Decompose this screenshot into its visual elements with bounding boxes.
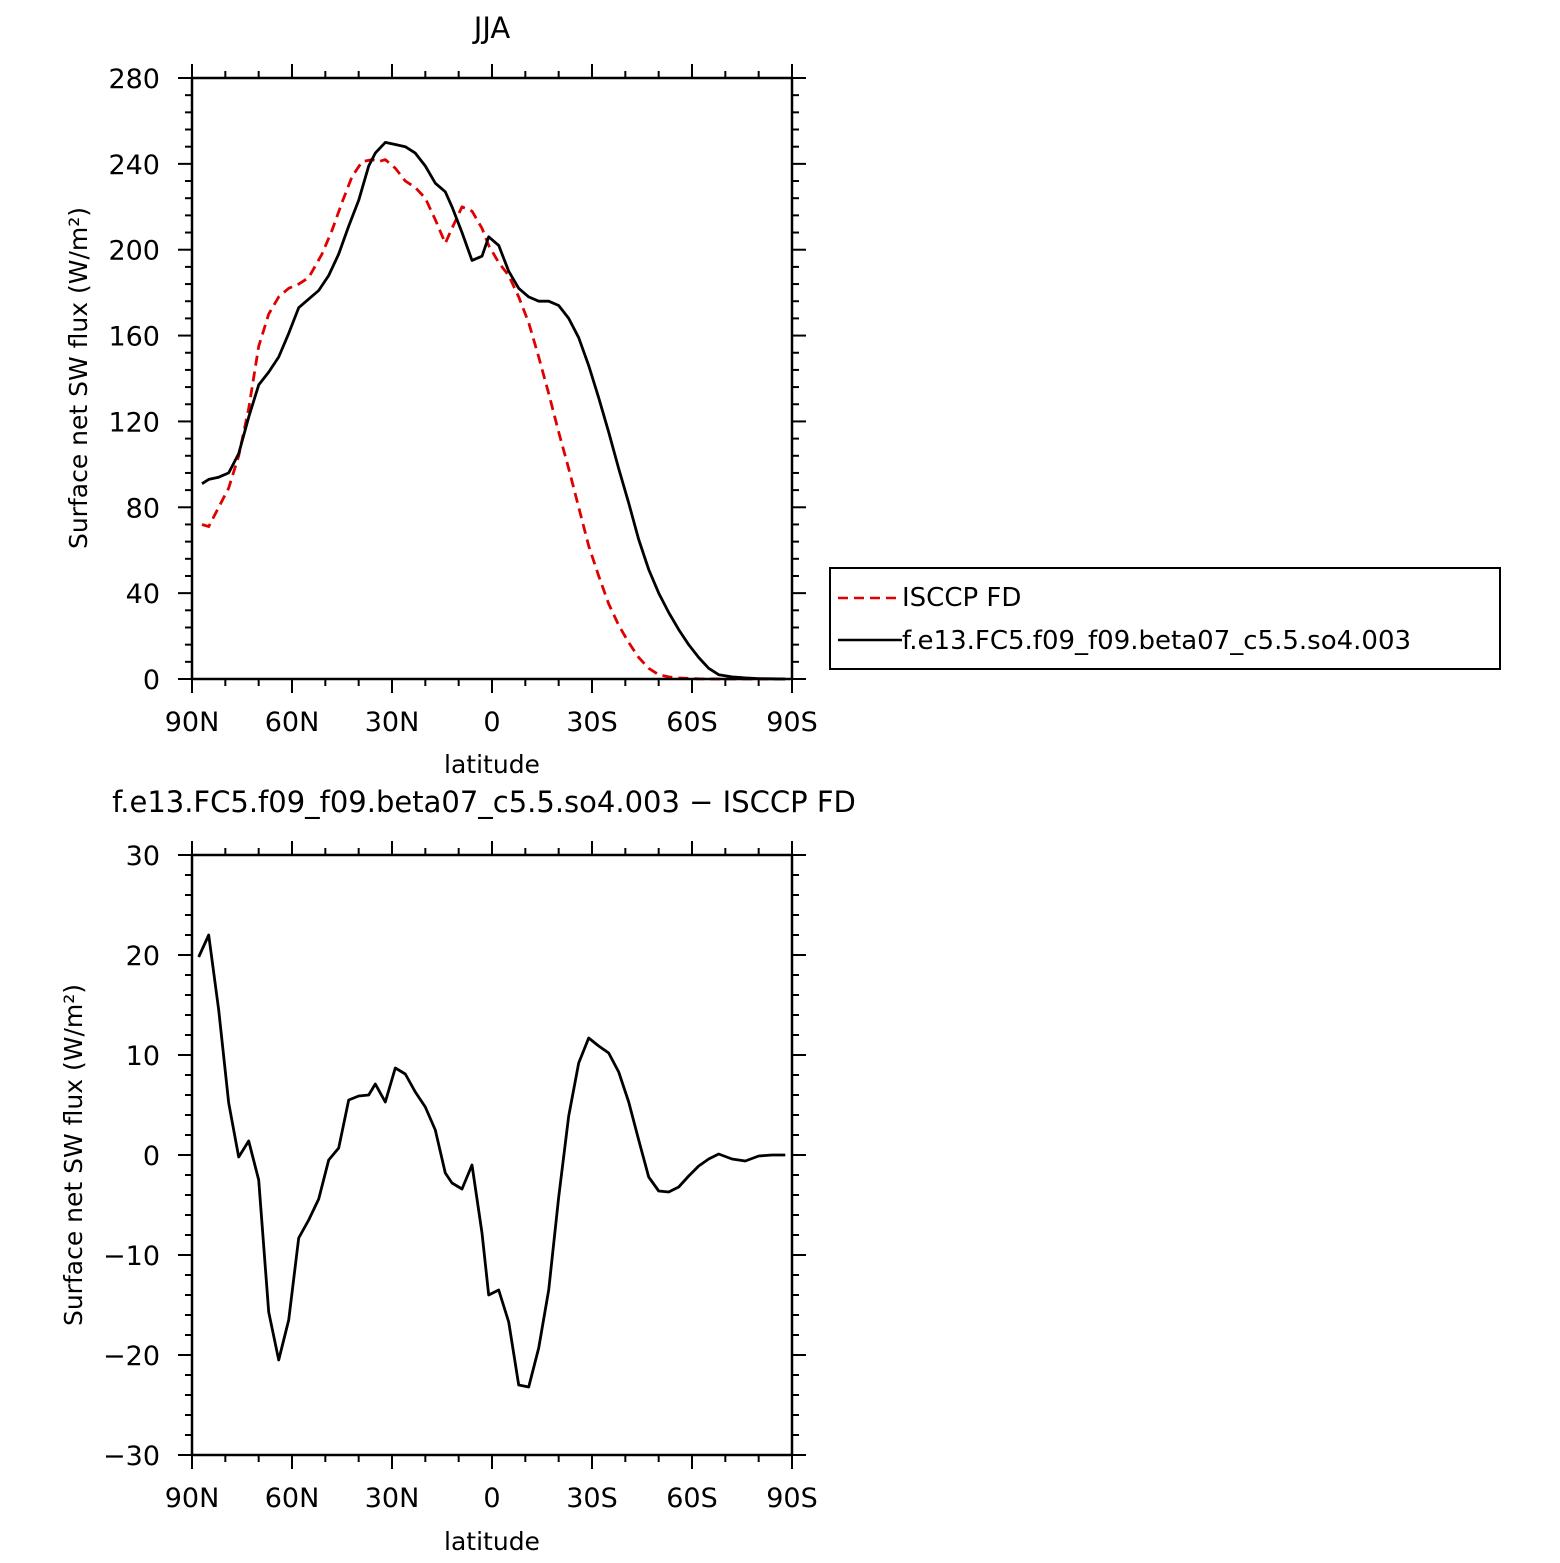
bottom-x-axis-label: latitude <box>444 1527 540 1556</box>
top-x-axis-label: latitude <box>444 750 540 779</box>
top-y-tick-label: 80 <box>126 493 160 524</box>
top-axis-ticks: 90N 60N 30N 0 30S 60S 90S 0 40 80 120 160 200 240 280 <box>108 64 818 738</box>
bottom-y-axis-label: Surface net SW flux (W/m²) <box>59 984 88 1326</box>
top-series-line-0 <box>201 158 786 681</box>
bottom-x-tick-label: 30N <box>365 1483 420 1514</box>
top-series-lines <box>201 140 786 681</box>
top-series-line-1 <box>201 140 786 681</box>
bottom-x-tick-label: 30S <box>566 1483 618 1514</box>
bottom-y-tick-label: −10 <box>103 1241 160 1272</box>
top-x-tick-label: 60S <box>666 707 718 738</box>
top-x-tick-label: 0 <box>483 707 500 738</box>
bottom-y-axis-label-text: Surface net SW flux (W/m²) <box>59 984 88 1326</box>
bottom-plot-frame <box>190 853 794 1457</box>
bottom-y-tick-label: 20 <box>126 941 160 972</box>
top-y-axis-label: Surface net SW flux (W/m²) <box>64 207 93 549</box>
top-x-tick-label: 90N <box>165 707 220 738</box>
bottom-y-tick-label: −20 <box>103 1341 160 1372</box>
bottom-axis-ticks: 90N 60N 30N 0 30S 60S 90S −30 −20 −10 0 10 20 30 <box>103 841 818 1514</box>
legend: ISCCP FD f.e13.FC5.f09_f09.beta07_c5.5.s… <box>829 567 1501 670</box>
bottom-y-tick-label: 10 <box>126 1041 160 1072</box>
top-y-tick-label: 120 <box>108 407 160 438</box>
bottom-x-tick-label: 90N <box>165 1483 220 1514</box>
legend-box <box>829 567 1501 670</box>
legend-label-isccp: ISCCP FD <box>902 583 1021 613</box>
top-y-axis-label-text: Surface net SW flux (W/m²) <box>64 207 93 549</box>
bottom-x-tick-label: 60S <box>666 1483 718 1514</box>
top-y-tick-label: 40 <box>126 579 160 610</box>
bottom-y-tick-label: 30 <box>126 841 160 872</box>
bottom-y-tick-label: 0 <box>143 1141 160 1172</box>
bottom-y-tick-label: −30 <box>103 1441 160 1472</box>
bottom-chart-title: f.e13.FC5.f09_f09.beta07_c5.5.so4.003 − … <box>112 785 856 819</box>
top-y-tick-label: 240 <box>108 150 160 181</box>
bottom-x-tick-label: 60N <box>265 1483 320 1514</box>
bottom-x-tick-label: 90S <box>766 1483 818 1514</box>
top-y-tick-label: 200 <box>108 236 160 267</box>
bottom-panel: f.e13.FC5.f09_f09.beta07_c5.5.so4.003 − … <box>59 785 856 1556</box>
top-plot-frame <box>190 76 794 681</box>
top-x-tick-label: 90S <box>766 707 818 738</box>
top-y-tick-label: 160 <box>108 322 160 353</box>
top-panel: JJA 90N 60N 30N 0 30S 60S 90S 0 40 80 120 160 200 240… <box>64 11 818 779</box>
bottom-series-line-0 <box>197 933 786 1389</box>
top-y-tick-label: 0 <box>143 665 160 696</box>
top-y-tick-label: 280 <box>108 64 160 95</box>
legend-label-model: f.e13.FC5.f09_f09.beta07_c5.5.so4.003 <box>902 626 1411 656</box>
bottom-series-lines <box>197 933 786 1389</box>
top-x-tick-label: 30N <box>365 707 420 738</box>
bottom-x-tick-label: 0 <box>483 1483 500 1514</box>
top-x-tick-label: 30S <box>566 707 618 738</box>
top-x-tick-label: 60N <box>265 707 320 738</box>
top-chart-title: JJA <box>472 11 511 45</box>
